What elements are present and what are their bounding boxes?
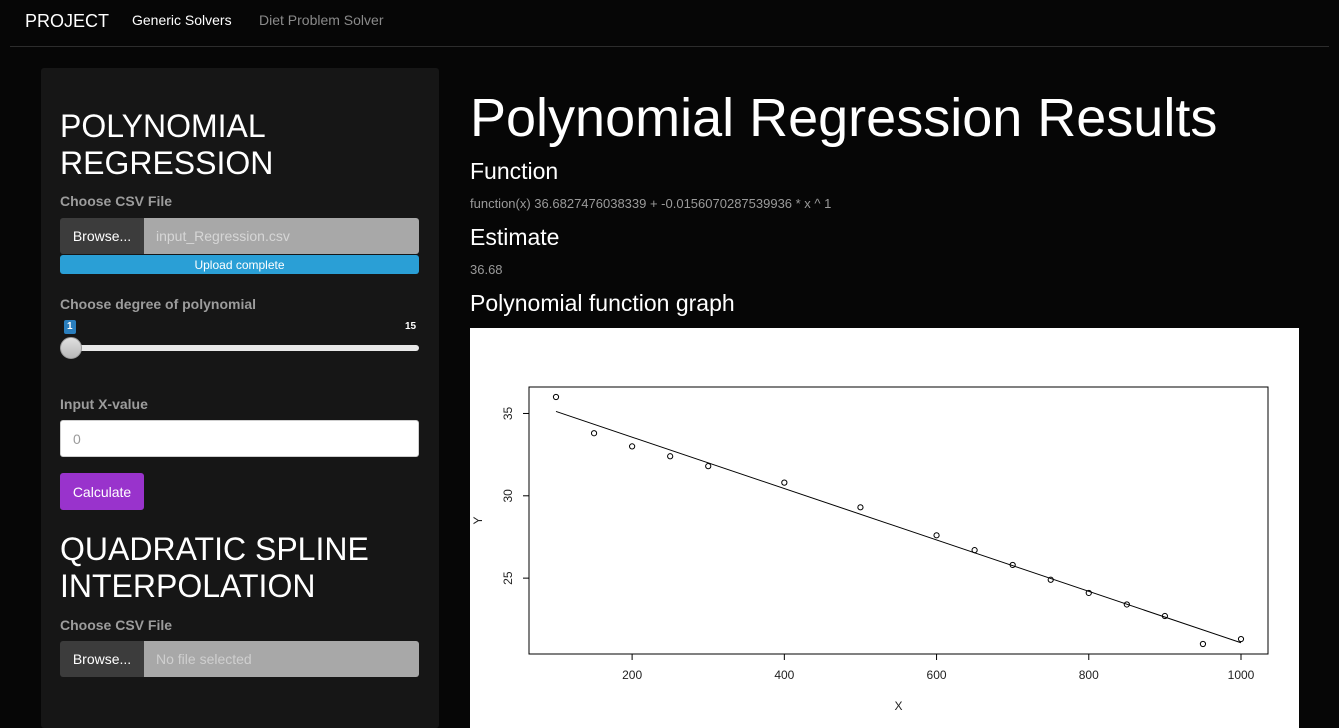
x-value-label: Input X-value	[60, 396, 148, 412]
data-point	[552, 393, 560, 401]
data-point	[1009, 561, 1016, 569]
page-title: Polynomial Regression Results	[470, 88, 1218, 148]
graph-heading: Polynomial function graph	[470, 290, 735, 316]
data-point	[1085, 589, 1092, 597]
upload-status: Upload complete	[60, 255, 419, 274]
x-tick-label: 400	[774, 668, 794, 682]
y-tick-label: 30	[501, 489, 515, 503]
y-tick-label: 35	[501, 406, 515, 420]
plot-frame	[528, 386, 1269, 655]
data-point	[1237, 635, 1245, 643]
polynomial-regression-title: POLYNOMIAL REGRESSION	[60, 108, 274, 181]
spline-file-input[interactable]: Browse... No file selected	[60, 641, 419, 677]
spline-file-label: Choose CSV File	[60, 617, 173, 633]
data-point	[667, 453, 674, 460]
calculate-button[interactable]: Calculate	[60, 473, 144, 510]
x-value-input[interactable]: 0	[60, 420, 419, 457]
slider-max-value: 15	[405, 321, 417, 332]
function-text: function(x) 36.6827476038339 + -0.015607…	[470, 196, 832, 211]
sidebar-panel: POLYNOMIAL REGRESSION Choose CSV File Br…	[41, 68, 439, 728]
upload-progress-bar: Upload complete	[60, 255, 419, 274]
navbar-brand[interactable]: PROJECT	[25, 11, 110, 31]
data-point	[1123, 601, 1130, 608]
data-point	[1047, 576, 1054, 583]
x-tick-label: 600	[927, 668, 947, 682]
data-point	[1161, 612, 1168, 620]
poly-file-label: Choose CSV File	[60, 193, 173, 209]
estimate-heading: Estimate	[470, 224, 560, 250]
function-heading: Function	[470, 158, 559, 184]
data-point	[1199, 640, 1207, 648]
data-point	[590, 430, 598, 437]
data-point	[781, 479, 788, 486]
quadratic-spline-title: QUADRATIC SPLINE INTERPOLATION	[60, 531, 369, 604]
spline-browse-button[interactable]: Browse...	[60, 641, 144, 677]
poly-file-name: input_Regression.csv	[144, 218, 419, 254]
x-tick-label: 800	[1079, 668, 1099, 682]
polynomial-graph: 200 400 600 800 1000 25 30 35 X Y	[470, 328, 1299, 728]
y-tick-label: 25	[501, 571, 515, 585]
poly-browse-button[interactable]: Browse...	[60, 218, 144, 254]
x-axis-label: X	[894, 699, 902, 713]
data-point	[971, 547, 978, 554]
plot-svg: 200 400 600 800 1000 25 30 35 X Y	[471, 386, 1269, 713]
estimate-value: 36.68	[470, 262, 503, 277]
degree-slider-track[interactable]	[60, 345, 419, 351]
nav-link-diet-problem-solver[interactable]: Diet Problem Solver	[259, 12, 384, 28]
regression-line	[555, 410, 1242, 644]
navbar-divider	[10, 46, 1329, 47]
nav-link-generic-solvers[interactable]: Generic Solvers	[132, 12, 232, 28]
data-point	[933, 532, 940, 539]
poly-file-input[interactable]: Browse... input_Regression.csv	[60, 218, 419, 254]
x-tick-label: 1000	[1228, 668, 1255, 682]
data-point	[857, 504, 864, 511]
y-axis-label: Y	[471, 516, 485, 524]
data-point	[629, 443, 636, 450]
spline-file-placeholder: No file selected	[144, 641, 419, 677]
navbar: PROJECT Generic Solvers Diet Problem Sol…	[0, 0, 1339, 46]
x-tick-label: 200	[622, 668, 642, 682]
data-point	[705, 463, 712, 470]
slider-min-value: 1	[64, 320, 76, 334]
degree-label: Choose degree of polynomial	[60, 296, 257, 312]
degree-slider-handle[interactable]	[60, 337, 82, 359]
